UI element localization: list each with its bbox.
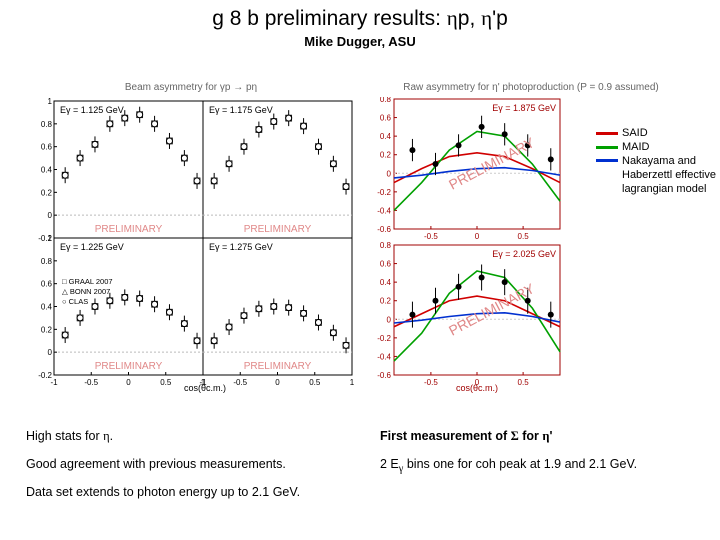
- svg-text:-0.2: -0.2: [377, 334, 391, 343]
- legend-maid-label: MAID: [622, 140, 650, 154]
- svg-text:0.4: 0.4: [41, 303, 53, 312]
- svg-text:0.6: 0.6: [41, 143, 53, 152]
- page-subtitle: Mike Dugger, ASU: [0, 34, 720, 49]
- svg-text:-0.5: -0.5: [233, 378, 247, 387]
- svg-text:PRELIMINARY: PRELIMINARY: [95, 361, 163, 372]
- svg-text:0: 0: [387, 169, 392, 178]
- note-left-1: High stats for η.: [26, 422, 300, 450]
- svg-text:1: 1: [350, 378, 355, 387]
- nr1d: η: [542, 429, 549, 443]
- figure-left: Beam asymmetry for γp → pη -0.200.20.40.…: [26, 82, 356, 392]
- svg-text:0: 0: [275, 378, 280, 387]
- page-title: g 8 b preliminary results: ηp, η'p: [0, 6, 720, 31]
- legend-maid: MAID: [596, 140, 716, 154]
- title-sym1: η: [447, 6, 458, 30]
- title-tail: 'p: [492, 7, 508, 30]
- svg-text:PRELIMINARY: PRELIMINARY: [244, 361, 312, 372]
- notes-right: First measurement of Σ for η' 2 Eγ bins …: [380, 422, 637, 484]
- svg-text:0.5: 0.5: [160, 378, 172, 387]
- svg-text:-0.4: -0.4: [377, 206, 391, 215]
- curve-legend: SAID MAID Nakayama and Haberzettl effect…: [596, 126, 716, 196]
- svg-text:1: 1: [48, 97, 53, 106]
- svg-text:0.4: 0.4: [41, 166, 53, 175]
- svg-text:0: 0: [48, 211, 53, 220]
- svg-text:○ CLAS: ○ CLAS: [62, 297, 88, 306]
- svg-text:Eγ = 1.275 GeV: Eγ = 1.275 GeV: [209, 242, 273, 252]
- svg-text:△ BONN 2007: △ BONN 2007: [62, 287, 110, 296]
- legend-nh: Nakayama and Haberzettl effective lagran…: [596, 154, 716, 196]
- note-left-3: Data set extends to photon energy up to …: [26, 478, 300, 506]
- svg-text:0.8: 0.8: [380, 97, 392, 104]
- note-left-1-text: High stats for η.: [26, 429, 113, 443]
- nr1c: for: [519, 429, 543, 443]
- svg-text:Eγ = 1.175 GeV: Eγ = 1.175 GeV: [209, 105, 273, 115]
- svg-text:0.8: 0.8: [41, 120, 53, 129]
- svg-text:0.4: 0.4: [380, 278, 392, 287]
- svg-text:cos(θc.m.): cos(θc.m.): [456, 383, 498, 393]
- svg-text:0: 0: [387, 315, 392, 324]
- title-mid: p,: [458, 7, 481, 30]
- svg-text:0.8: 0.8: [380, 241, 392, 250]
- svg-text:0.5: 0.5: [518, 232, 530, 241]
- svg-text:Eγ = 1.225 GeV: Eγ = 1.225 GeV: [60, 242, 124, 252]
- swatch-maid: [596, 146, 618, 149]
- svg-text:PRELIMINARY: PRELIMINARY: [95, 224, 163, 235]
- svg-text:0.6: 0.6: [380, 260, 392, 269]
- svg-text:0.6: 0.6: [380, 114, 392, 123]
- svg-text:-0.6: -0.6: [377, 371, 391, 380]
- title-sym2: η: [481, 6, 492, 30]
- chart-right: -0.6 -0.4 -0.2 0 0.2 0.4 0.6 0.8 -0.5 0 0.5 Eγ = 1.…: [366, 97, 566, 393]
- legend-said-label: SAID: [622, 126, 648, 140]
- nr1e: ': [550, 429, 553, 443]
- svg-text:PRELIMINARY: PRELIMINARY: [244, 224, 312, 235]
- svg-text:0.5: 0.5: [309, 378, 321, 387]
- svg-text:-0.2: -0.2: [377, 188, 391, 197]
- svg-text:-0.5: -0.5: [424, 232, 438, 241]
- svg-text:0.2: 0.2: [380, 297, 392, 306]
- svg-text:-1: -1: [50, 378, 58, 387]
- legend-nh-label: Nakayama and Haberzettl effective lagran…: [622, 154, 716, 196]
- svg-text:0: 0: [48, 348, 53, 357]
- svg-text:0: 0: [126, 378, 131, 387]
- svg-text:Eγ = 1.875 GeV: Eγ = 1.875 GeV: [492, 103, 556, 113]
- note-right-2: 2 Eγ bins one for coh peak at 1.9 and 2.…: [380, 450, 637, 484]
- svg-text:0.6: 0.6: [41, 280, 53, 289]
- svg-text:0.5: 0.5: [518, 378, 530, 387]
- nr2c: bins one for coh peak at 1.9 and 2.1 GeV…: [403, 457, 637, 471]
- nr1a: First measurement of: [380, 429, 511, 443]
- swatch-nh: [596, 159, 618, 162]
- svg-text:0.2: 0.2: [41, 188, 53, 197]
- svg-text:0.2: 0.2: [380, 151, 392, 160]
- svg-text:Eγ = 2.025 GeV: Eγ = 2.025 GeV: [492, 249, 556, 259]
- svg-text:0: 0: [475, 232, 480, 241]
- svg-text:-0.5: -0.5: [84, 378, 98, 387]
- svg-text:□ GRAAL 2007: □ GRAAL 2007: [62, 277, 113, 286]
- nr2a: 2 E: [380, 457, 399, 471]
- svg-text:0.4: 0.4: [380, 132, 392, 141]
- swatch-said: [596, 132, 618, 135]
- legend-said: SAID: [596, 126, 716, 140]
- svg-text:-0.6: -0.6: [377, 225, 391, 234]
- svg-text:-0.4: -0.4: [377, 352, 391, 361]
- figure-right-caption: Raw asymmetry for η' photoproduction (P …: [366, 82, 696, 93]
- note-left-2: Good agreement with previous measurement…: [26, 450, 300, 478]
- note-right-1: First measurement of Σ for η': [380, 422, 637, 450]
- svg-text:0.8: 0.8: [41, 257, 53, 266]
- svg-text:-0.5: -0.5: [424, 378, 438, 387]
- nr1b: Σ: [511, 429, 519, 443]
- svg-text:0.2: 0.2: [41, 325, 53, 334]
- svg-text:cos(θc.m.): cos(θc.m.): [184, 383, 226, 393]
- notes-left: High stats for η. Good agreement with pr…: [26, 422, 300, 506]
- title-prefix: g 8 b preliminary results:: [212, 7, 447, 30]
- svg-text:Eγ = 1.125 GeV: Eγ = 1.125 GeV: [60, 105, 124, 115]
- svg-text:1: 1: [48, 234, 53, 243]
- figure-left-caption: Beam asymmetry for γp → pη: [26, 82, 356, 93]
- chart-left: -0.200.20.40.60.81Eγ = 1.125 GeVPRELIMIN…: [26, 97, 356, 393]
